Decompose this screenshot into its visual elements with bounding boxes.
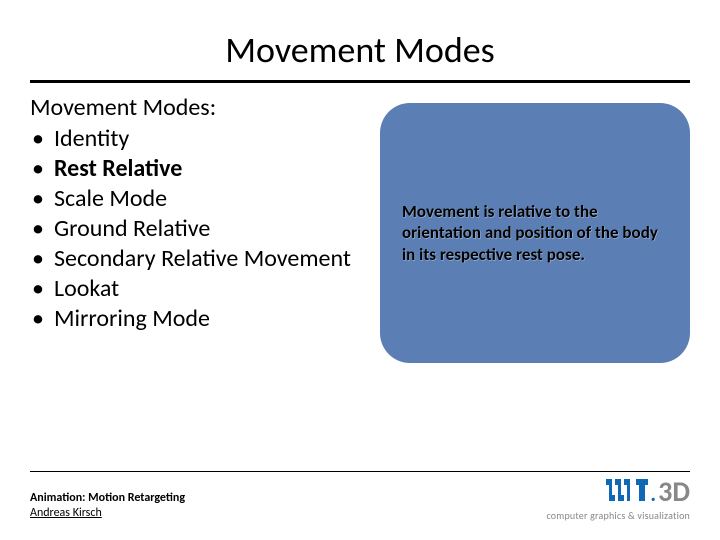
content-area: Movement Modes: Identity Rest Relative S… — [0, 83, 720, 363]
callout-text: Movement is relative to the orientation … — [402, 201, 668, 265]
slide-title: Movement Modes — [0, 0, 720, 80]
list-item-label: Ground Relative — [54, 214, 210, 243]
list-item-label: Lookat — [54, 274, 119, 303]
tum-logo-icon — [606, 479, 648, 501]
list-item-label: Scale Mode — [54, 184, 167, 213]
list-item: Mirroring Mode — [30, 304, 370, 334]
list-item: Rest Relative — [30, 154, 370, 184]
list-item: Scale Mode — [30, 184, 370, 214]
footer-course: Animation: Motion Retargeting — [30, 491, 185, 507]
logo-dot-icon: . — [650, 480, 656, 507]
list-item: Identity — [30, 124, 370, 154]
callout-box: Movement is relative to the orientation … — [380, 103, 690, 363]
list-item: Ground Relative — [30, 214, 370, 244]
footer-rule — [30, 471, 690, 472]
footer-left: Animation: Motion Retargeting Andreas Ki… — [30, 491, 185, 522]
list-item-label: Secondary Relative Movement — [54, 244, 351, 273]
footer-author: Andreas Kirsch — [30, 506, 185, 522]
list-heading: Movement Modes: — [30, 93, 370, 122]
list-item-label: Identity — [54, 124, 129, 153]
footer-tagline: computer graphics & visualization — [546, 509, 690, 522]
right-column: Movement is relative to the orientation … — [370, 93, 690, 363]
footer-right: . 3D computer graphics & visualization — [546, 478, 690, 522]
list-item: Secondary Relative Movement — [30, 244, 370, 274]
bullet-list: Identity Rest Relative Scale Mode Ground… — [30, 124, 370, 334]
list-item-label: Mirroring Mode — [54, 304, 210, 333]
left-column: Movement Modes: Identity Rest Relative S… — [30, 93, 370, 363]
logo-row: . 3D — [546, 478, 690, 507]
list-item: Lookat — [30, 274, 370, 304]
logo-3d-text: 3D — [658, 478, 690, 506]
footer-row: Animation: Motion Retargeting Andreas Ki… — [30, 478, 690, 522]
list-item-label: Rest Relative — [54, 154, 182, 183]
footer: Animation: Motion Retargeting Andreas Ki… — [30, 471, 690, 522]
